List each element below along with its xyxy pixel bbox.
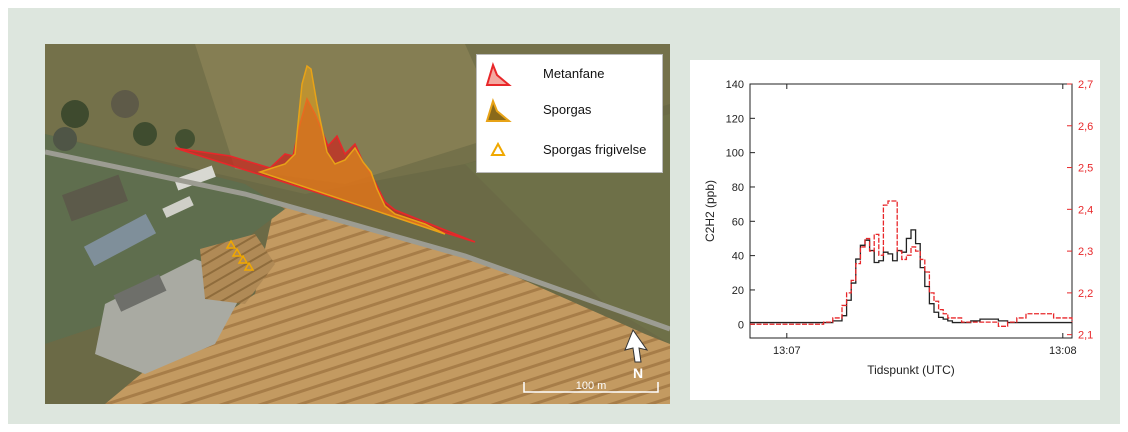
tank [53, 127, 77, 151]
y-left-tick-label: 120 [726, 113, 744, 125]
series-line-ch4 [750, 200, 1073, 327]
farm-building [113, 274, 167, 312]
y-left-tick-label: 0 [738, 319, 744, 331]
y-right-tick-label: 2,4 [1078, 204, 1093, 216]
scale-label: 100 m [575, 380, 607, 392]
release-marker [225, 239, 237, 249]
release-marker [243, 261, 255, 271]
y-right-tick-label: 2,5 [1078, 163, 1093, 175]
farm-building [174, 165, 216, 191]
farm-building [83, 213, 157, 267]
tracer-release-markers [225, 239, 255, 271]
scale-bar: 100 m [522, 378, 660, 398]
series-line-c2h2 [750, 229, 1072, 324]
legend-item-release: Sporgas frigivelse [477, 133, 662, 167]
harvested-field [105, 204, 670, 404]
y-right-tick-label: 2,3 [1078, 246, 1093, 258]
y-left-axis-label: C2H2 (ppb) [703, 180, 717, 242]
triangle-icon [490, 141, 506, 156]
y-right-tick-label: 2,7 [1078, 79, 1093, 91]
legend-label-release: Sporgas frigivelse [543, 142, 647, 157]
map-legend: Metanfane Sporgas Sporgas frigivelse [476, 54, 663, 173]
field-north-center [195, 44, 505, 184]
storage-area [200, 234, 275, 304]
y-left-tick-label: 60 [732, 216, 744, 228]
tree [61, 100, 89, 128]
methane-plume-icon [485, 61, 512, 86]
y-right-tick-label: 2,1 [1078, 330, 1093, 342]
x-tick-label: 13:08 [1049, 345, 1077, 357]
y-left-tick-label: 20 [732, 285, 744, 297]
legend-item-methane: Metanfane [477, 57, 662, 91]
tree [133, 122, 157, 146]
x-tick-label: 13:07 [773, 345, 801, 357]
aerial-map: N Metanfane Sporgas Sporgas frigivelse 1… [45, 44, 670, 404]
legend-item-tracer: Sporgas [477, 93, 662, 127]
north-label: N [633, 365, 643, 381]
release-marker [237, 254, 249, 264]
tree [175, 129, 195, 149]
y-left-tick-label: 140 [726, 79, 744, 91]
y-left-tick-label: 100 [726, 148, 744, 160]
north-arrow-icon [624, 328, 649, 363]
tracer-plume [257, 64, 446, 235]
plot-frame [749, 83, 1073, 339]
y-left-tick-label: 80 [732, 182, 744, 194]
time-series-chart: 0 20 40 60 80 100 120 140 2,1 2,2 2,3 2,4 2,5 2,6 2,7 1… [690, 60, 1119, 400]
chart-background [690, 60, 1100, 400]
y-left-tick-label: 40 [732, 251, 744, 263]
road [45, 149, 670, 332]
legend-label-tracer: Sporgas [543, 102, 592, 117]
tank [111, 90, 139, 118]
farm-building [62, 174, 128, 222]
x-axis-label: Tidspunkt (UTC) [867, 363, 955, 377]
y-right-tick-label: 2,2 [1078, 288, 1093, 300]
release-marker [231, 247, 243, 257]
chart-svg: 0 20 40 60 80 100 120 140 2,1 2,2 2,3 2,4 2,5 2,6 2,7 1… [690, 60, 1119, 400]
y-right-tick-label: 2,6 [1078, 121, 1093, 133]
tracer-plume-icon [485, 97, 512, 122]
farm-building [162, 196, 194, 218]
scale-bar-line [523, 382, 659, 393]
legend-label-methane: Metanfane [543, 66, 605, 81]
